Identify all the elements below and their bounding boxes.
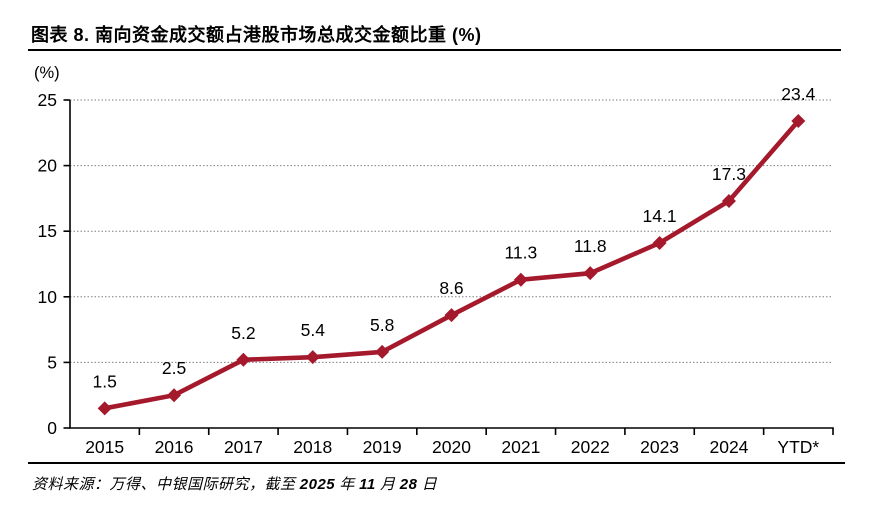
data-point-marker [305,350,320,365]
source-date-number: 2025 [299,476,336,493]
x-category-label: 2021 [501,437,540,457]
data-point-label: 17.3 [712,164,746,184]
y-tick-label: 20 [38,156,58,176]
data-point-label: 14.1 [643,206,677,226]
source-text-segment: 日 [417,477,438,493]
x-category-label: 2017 [224,437,263,457]
data-point-label: 11.8 [574,236,607,256]
data-point-marker [791,113,806,128]
y-tick-label: 10 [38,287,58,307]
data-point-label: 2.5 [162,358,186,378]
series-line [104,119,801,411]
source-date-number: 28 [399,476,418,493]
data-point-marker [167,388,182,403]
data-point-label: 5.8 [370,315,394,335]
data-point-label: 5.2 [231,323,255,343]
source-text-segment: 年 [335,477,360,493]
x-category-label: 2020 [432,437,471,457]
data-point-marker [721,194,736,209]
y-tick-label: 15 [38,221,57,241]
data-point-label: 23.4 [781,84,815,104]
source-text-segment: 月 [375,477,400,493]
source-text-segment: 资料来源：万得、中银国际研究，截至 [32,477,300,493]
data-point-marker [97,401,112,416]
axis-unit-label: (%) [34,64,60,82]
data-point-marker [652,236,667,251]
x-category-label: YTD* [777,437,819,457]
data-point-label: 11.3 [504,243,537,263]
x-category-label: 2019 [363,437,402,457]
y-tick-label: 0 [47,418,57,438]
x-category-label: 2022 [571,437,610,457]
data-point-marker [375,344,390,359]
source-date-number: 11 [359,476,376,493]
y-tick-label: 25 [38,90,57,110]
title-divider [28,49,841,51]
x-category-label: 2015 [85,437,124,457]
x-category-label: 2018 [293,437,332,457]
data-point-label: 1.5 [93,371,117,391]
source-text: 资料来源：万得、中银国际研究，截至 2025 年 11 月 28 日 [28,473,845,494]
data-point-marker [583,266,598,281]
source-note: 资料来源：万得、中银国际研究，截至 2025 年 11 月 28 日 [28,462,845,494]
x-category-label: 2016 [155,437,194,457]
data-point-marker [236,352,251,367]
data-point-marker [513,272,528,287]
chart-title: 图表 8. 南向资金成交额占港股市场总成交金额比重 (%) [31,25,482,45]
x-category-label: 2024 [709,437,748,457]
data-point-label: 8.6 [439,278,463,298]
data-point-label: 5.4 [301,320,326,340]
data-point-marker [444,308,459,323]
line-chart: 0 5 10 15 20 25 (%) 2015 2016 2017 2018 2019 2020 202… [34,64,834,457]
x-category-label: 2023 [640,437,679,457]
y-tick-label: 5 [47,352,57,372]
